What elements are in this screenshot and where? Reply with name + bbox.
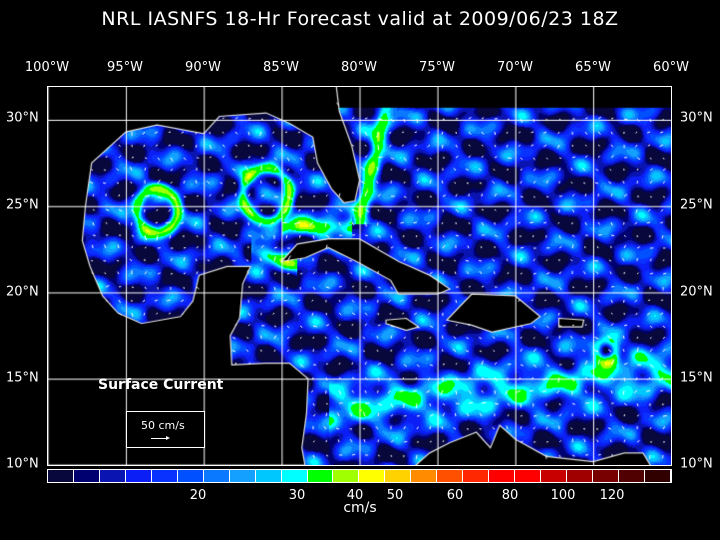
colorbar-swatch [411, 470, 438, 482]
colorbar-swatch [541, 470, 568, 482]
lat-label: 15°N [680, 370, 713, 386]
lon-label: 85°W [263, 60, 299, 75]
lon-label: 60°W [653, 60, 689, 75]
colorbar-swatch [73, 470, 100, 482]
colorbar-swatch [618, 470, 645, 482]
colorbar-swatch [48, 470, 74, 482]
colorbar-unit: cm/s [343, 500, 377, 516]
colorbar-swatch [359, 470, 386, 482]
colorbar [47, 469, 672, 483]
colorbar-swatch [333, 470, 360, 482]
lon-label: 95°W [107, 60, 143, 75]
colorbar-label: 40 [346, 488, 364, 503]
colorbar-swatch [307, 470, 334, 482]
colorbar-swatch [281, 470, 308, 482]
lat-label: 30°N [6, 110, 39, 126]
lon-label: 80°W [341, 60, 377, 75]
colorbar-swatch [255, 470, 282, 482]
lat-label: 25°N [680, 197, 713, 213]
colorbar-label: 100 [550, 488, 576, 503]
colorbar-swatch [463, 470, 490, 482]
colorbar-swatch [437, 470, 464, 482]
colorbar-label: 120 [599, 488, 625, 503]
colorbar-swatch [644, 470, 671, 482]
reference-vector-box: 50 cm/s [126, 411, 205, 448]
variable-label: Surface Current [98, 377, 224, 393]
colorbar-swatch [151, 470, 178, 482]
lat-label: 20°N [680, 284, 713, 300]
surface-current-map[interactable] [47, 86, 672, 466]
reference-arrow-icon [151, 436, 170, 440]
lat-label: 25°N [6, 197, 39, 213]
colorbar-label: 50 [386, 488, 404, 503]
lat-label: 15°N [6, 370, 39, 386]
colorbar-label: 30 [288, 488, 306, 503]
colorbar-swatch [593, 470, 619, 482]
lon-label: 65°W [575, 60, 611, 75]
colorbar-swatch [177, 470, 204, 482]
lat-label: 10°N [680, 456, 713, 472]
lon-label: 90°W [185, 60, 221, 75]
colorbar-swatch [99, 470, 126, 482]
colorbar-swatch [489, 470, 516, 482]
colorbar-label: 60 [446, 488, 464, 503]
colorbar-swatch [567, 470, 594, 482]
lon-label: 100°W [24, 60, 70, 75]
colorbar-swatch [515, 470, 542, 482]
lon-label: 70°W [497, 60, 533, 75]
colorbar-label: 20 [189, 488, 207, 503]
lat-label: 20°N [6, 284, 39, 300]
lat-label: 10°N [6, 456, 39, 472]
reference-vector-label: 50 cm/s [141, 419, 185, 432]
map-title: NRL IASNFS 18-Hr Forecast valid at 2009/… [101, 8, 619, 30]
lat-label: 30°N [680, 110, 713, 126]
lon-label: 75°W [419, 60, 455, 75]
colorbar-swatch [229, 470, 256, 482]
colorbar-swatch [385, 470, 412, 482]
colorbar-swatch [203, 470, 230, 482]
colorbar-swatch [125, 470, 152, 482]
colorbar-label: 80 [501, 488, 519, 503]
